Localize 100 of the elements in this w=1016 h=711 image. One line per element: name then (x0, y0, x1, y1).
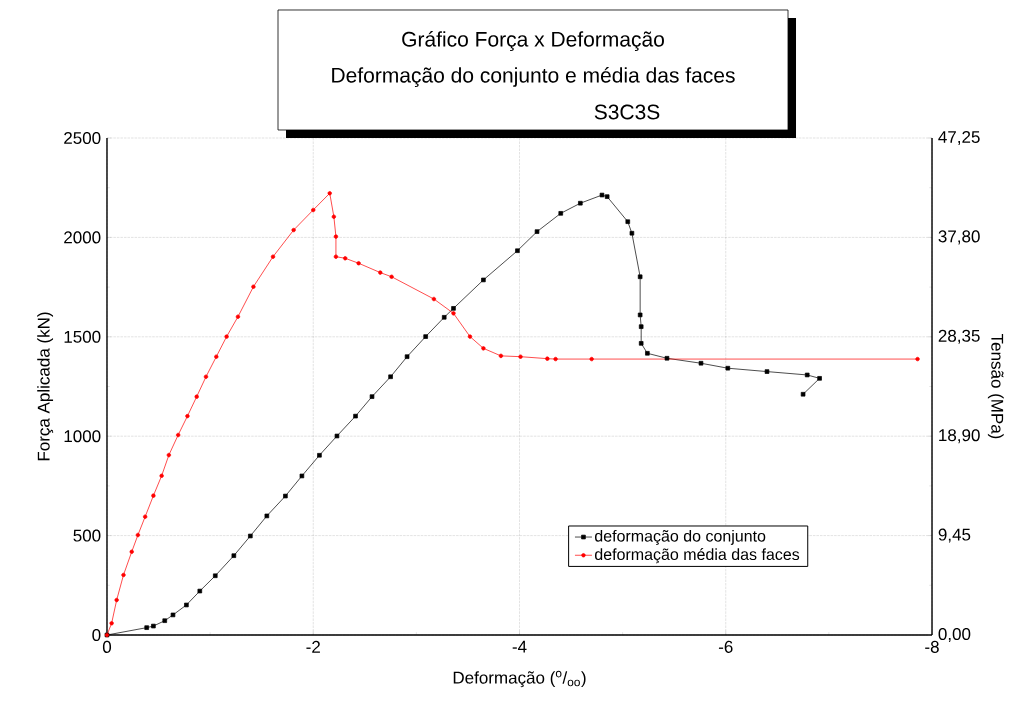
point (481, 277, 486, 283)
point (231, 553, 237, 558)
point (451, 306, 456, 311)
point (334, 433, 340, 439)
point (143, 514, 148, 519)
point (291, 227, 296, 233)
y2-tick-label: 18,90 (939, 429, 980, 444)
point (764, 369, 770, 374)
y-tick-label: 2000 (64, 231, 101, 244)
point (800, 392, 806, 397)
y-tick-label: 0 (92, 628, 101, 642)
point (185, 413, 190, 419)
x-tick-label: -2 (306, 640, 320, 653)
y2-tick-label: 37,80 (938, 230, 980, 245)
point (264, 513, 270, 519)
point (388, 374, 393, 380)
point (389, 274, 394, 279)
x-tick-label: 0 (102, 640, 112, 653)
point (144, 625, 149, 630)
chart-subtitle: Deformação do conjunto e média das faces (332, 67, 735, 87)
legend-label: deformação média das faces (594, 548, 800, 564)
point (638, 341, 644, 346)
point (553, 356, 558, 362)
point (467, 334, 473, 339)
y2-tick-label: 47,25 (938, 130, 980, 146)
point (270, 254, 276, 259)
point (356, 261, 361, 266)
point (599, 192, 605, 198)
point (637, 274, 643, 280)
point (638, 324, 644, 329)
legend-label: deformação do conjunto (594, 529, 766, 545)
point (915, 356, 920, 362)
point (534, 229, 540, 234)
point (333, 234, 339, 239)
point (604, 194, 610, 199)
point (817, 376, 822, 381)
point (184, 602, 189, 608)
point (176, 432, 181, 438)
point (109, 621, 114, 626)
x-tick-label: -8 (925, 640, 939, 653)
x-tick-label: -4 (512, 640, 527, 653)
point (698, 360, 704, 366)
point (481, 346, 486, 351)
point (331, 214, 337, 219)
y2-tick-label: 28,35 (938, 329, 980, 344)
point (299, 473, 305, 479)
point (645, 351, 650, 356)
point (578, 200, 583, 206)
point (135, 532, 141, 538)
point (369, 394, 375, 399)
chart-title: Gráfico Força x Deformação (402, 31, 664, 51)
point (518, 354, 523, 359)
y-axis-title: Força Aplicada (kN) (37, 312, 54, 461)
point (121, 572, 126, 578)
point (804, 372, 810, 378)
point (248, 533, 253, 539)
point (214, 354, 219, 359)
point (235, 314, 241, 319)
point (251, 284, 256, 289)
point (151, 493, 156, 498)
point (558, 211, 563, 216)
point (333, 254, 339, 259)
point (353, 413, 358, 419)
point (213, 573, 218, 579)
y-tick-label: 500 (73, 529, 101, 542)
point (625, 219, 631, 224)
point (343, 256, 348, 261)
text: S3C3S (594, 104, 660, 120)
point (451, 311, 456, 316)
point (423, 334, 428, 339)
point (589, 356, 594, 362)
point (378, 270, 383, 275)
y2-axis-title: Tensão (MPa) (987, 333, 1004, 439)
point (151, 623, 156, 629)
point (441, 315, 447, 320)
point (159, 473, 164, 478)
point (515, 248, 520, 253)
y2-tick-label: 9,45 (938, 528, 971, 543)
point (404, 354, 410, 359)
point (637, 312, 643, 318)
point (725, 365, 731, 371)
point (431, 296, 437, 302)
point (545, 356, 550, 361)
point (166, 452, 172, 458)
y-tick-label: 2500 (64, 131, 101, 145)
point (498, 353, 504, 359)
point (327, 191, 332, 196)
point (224, 334, 229, 339)
point (283, 493, 288, 499)
point (114, 597, 119, 603)
point (129, 549, 134, 554)
point (311, 207, 316, 213)
y-tick-label: 1500 (64, 330, 101, 343)
point (170, 612, 176, 618)
point (194, 394, 199, 399)
point (317, 453, 322, 458)
point (664, 356, 670, 361)
x-axis-title: Deformação ($^{o}$/$_{oo}$) (453, 670, 586, 688)
point (629, 230, 635, 236)
y-tick-label: 1000 (64, 430, 101, 443)
